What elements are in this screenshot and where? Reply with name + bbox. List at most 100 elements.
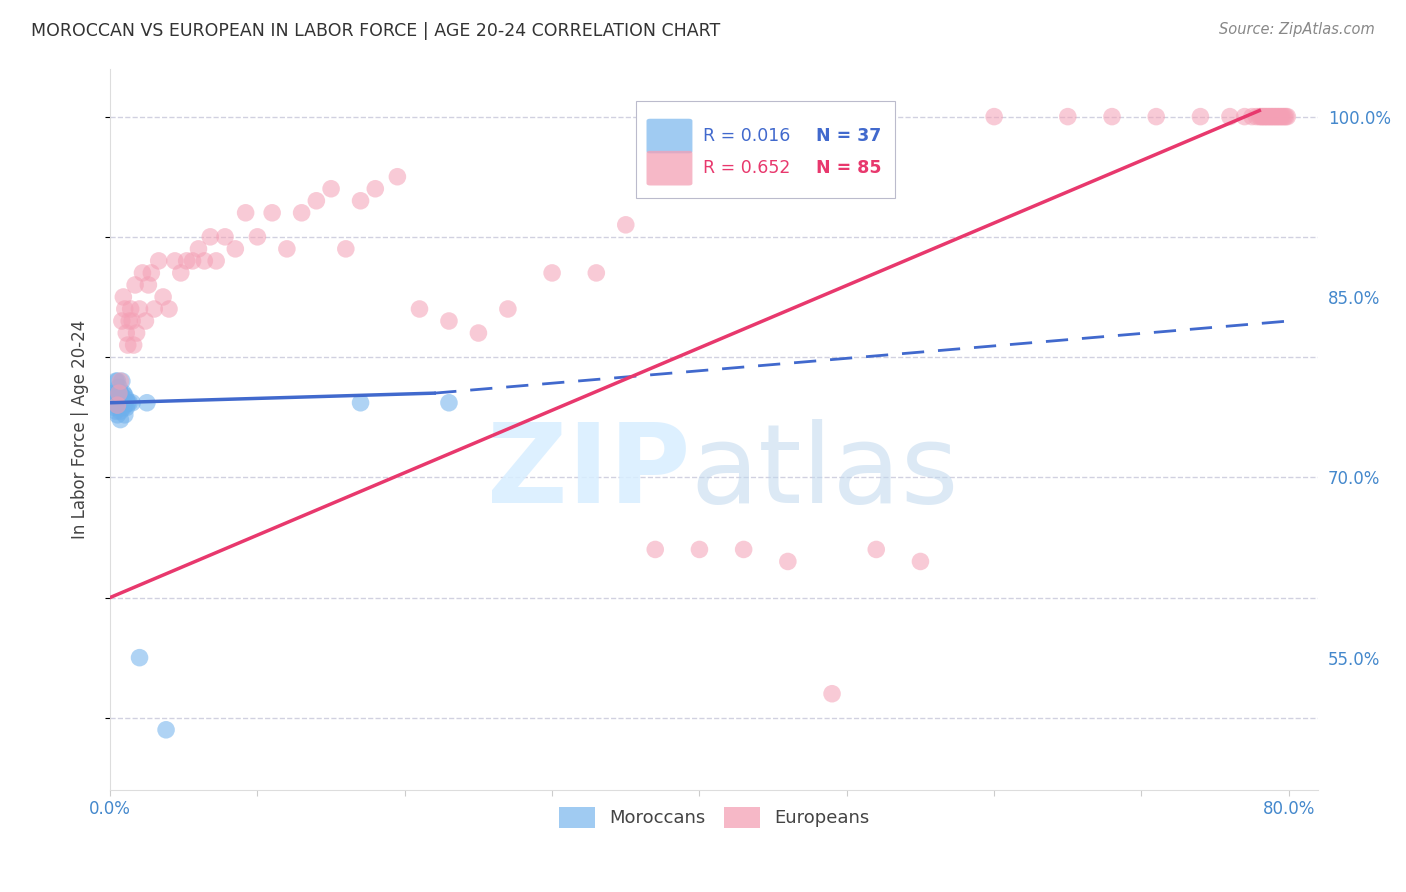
Point xyxy=(1256,110,1278,124)
Point xyxy=(364,182,387,196)
Point xyxy=(437,314,460,328)
Text: Source: ZipAtlas.com: Source: ZipAtlas.com xyxy=(1219,22,1375,37)
Point xyxy=(437,396,460,410)
Point xyxy=(246,230,269,244)
Point xyxy=(1260,110,1282,124)
Point xyxy=(104,404,127,418)
Point xyxy=(1274,110,1296,124)
Point xyxy=(104,388,127,402)
Point xyxy=(108,401,131,415)
Point xyxy=(1254,110,1277,124)
Point xyxy=(467,326,489,340)
Point xyxy=(110,374,132,388)
Point xyxy=(118,396,141,410)
Point xyxy=(120,301,142,316)
Point xyxy=(408,301,430,316)
Point xyxy=(108,392,131,406)
Point xyxy=(138,277,160,292)
Point xyxy=(983,110,1005,124)
Point xyxy=(821,687,844,701)
Point xyxy=(1056,110,1078,124)
Point xyxy=(112,290,135,304)
Text: R = 0.652: R = 0.652 xyxy=(703,159,790,178)
Point xyxy=(111,388,134,402)
Point xyxy=(1219,110,1241,124)
Point xyxy=(115,401,138,415)
Point xyxy=(235,206,257,220)
Point xyxy=(108,386,131,401)
Point xyxy=(117,338,139,352)
Point xyxy=(319,182,342,196)
Point xyxy=(1250,110,1272,124)
Point xyxy=(163,253,186,268)
Point xyxy=(111,398,134,412)
Point xyxy=(141,266,163,280)
Point xyxy=(181,253,204,268)
Point xyxy=(335,242,357,256)
Point xyxy=(1271,110,1294,124)
Point xyxy=(1258,110,1281,124)
Y-axis label: In Labor Force | Age 20-24: In Labor Force | Age 20-24 xyxy=(72,319,89,539)
Point xyxy=(1275,110,1298,124)
Point xyxy=(1189,110,1212,124)
Point xyxy=(124,277,146,292)
Point xyxy=(118,314,141,328)
Point xyxy=(224,242,246,256)
Point xyxy=(170,266,193,280)
Point xyxy=(200,230,222,244)
Point xyxy=(1249,110,1271,124)
Point xyxy=(115,326,138,340)
Point xyxy=(112,401,135,415)
Point xyxy=(155,723,177,737)
Point xyxy=(143,301,166,316)
Point xyxy=(776,554,799,568)
Point xyxy=(121,314,143,328)
Point xyxy=(291,206,314,220)
Point xyxy=(112,396,135,410)
Point xyxy=(1144,110,1167,124)
Point xyxy=(1265,110,1288,124)
Point xyxy=(1240,110,1263,124)
Text: ZIP: ZIP xyxy=(486,419,690,526)
Point xyxy=(135,396,157,410)
Point xyxy=(387,169,409,184)
Point xyxy=(108,386,131,401)
Point xyxy=(103,386,125,401)
Point xyxy=(131,266,153,280)
Point xyxy=(733,542,755,557)
Text: atlas: atlas xyxy=(690,419,959,526)
Point xyxy=(122,338,145,352)
Point xyxy=(214,230,236,244)
Point xyxy=(134,314,156,328)
Point xyxy=(104,374,127,388)
Point xyxy=(110,386,132,401)
Point xyxy=(541,266,564,280)
Point xyxy=(114,388,136,402)
Point xyxy=(128,650,150,665)
Point xyxy=(108,380,131,394)
Point xyxy=(110,404,132,418)
Point xyxy=(1277,110,1299,124)
Point xyxy=(114,408,136,422)
Point xyxy=(688,542,710,557)
Point xyxy=(101,396,124,410)
Point xyxy=(1101,110,1123,124)
Text: N = 37: N = 37 xyxy=(815,127,882,145)
Point xyxy=(128,301,150,316)
Point xyxy=(349,194,371,208)
Point xyxy=(1268,110,1291,124)
Point xyxy=(1257,110,1279,124)
Point xyxy=(112,386,135,401)
Point xyxy=(117,396,139,410)
Point xyxy=(349,396,371,410)
Legend: Moroccans, Europeans: Moroccans, Europeans xyxy=(551,800,877,835)
Point xyxy=(496,301,519,316)
Point xyxy=(111,374,134,388)
Point xyxy=(305,194,328,208)
Point xyxy=(1264,110,1286,124)
Point xyxy=(107,408,129,422)
Text: N = 85: N = 85 xyxy=(815,159,882,178)
FancyBboxPatch shape xyxy=(636,101,896,198)
Point xyxy=(115,392,138,406)
Point xyxy=(193,253,215,268)
